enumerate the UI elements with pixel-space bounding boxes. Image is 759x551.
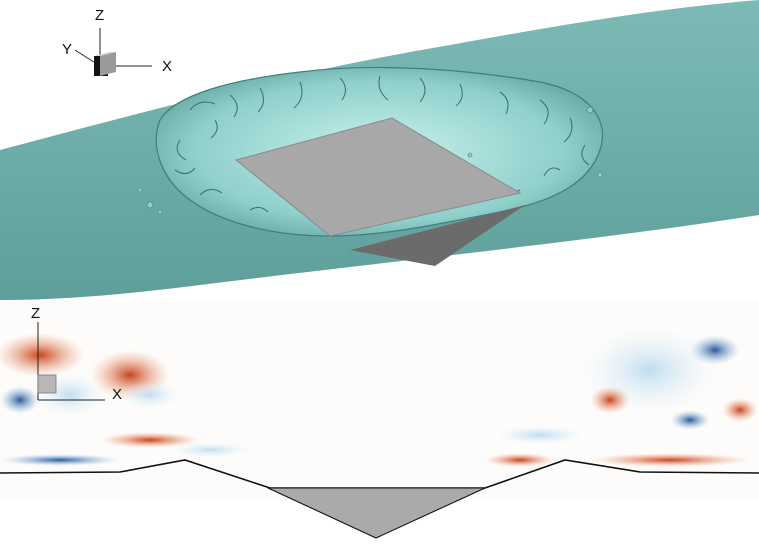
right-vortex-cluster [485, 325, 758, 467]
plate-top-face [234, 117, 522, 237]
axis-triad-2d [37, 322, 105, 401]
axis-z-label: Z [95, 7, 105, 24]
axis-triad-3d [74, 28, 152, 76]
top-3d-view: Z Y X [0, 0, 759, 300]
left-vortex-cluster [0, 333, 250, 466]
bottom-2d-slice: Z X [0, 300, 759, 551]
axis-z-label-2d: Z [31, 305, 41, 322]
axis-x-label: X [162, 58, 173, 75]
plate-cross-section [267, 487, 486, 539]
plate-underside [350, 205, 525, 266]
axis-y-label: Y [62, 41, 73, 58]
axis-x-label-2d: X [112, 386, 123, 403]
vorticity-field-render [0, 300, 759, 539]
spray-droplets [137, 106, 603, 215]
free-surface-render [0, 0, 759, 300]
